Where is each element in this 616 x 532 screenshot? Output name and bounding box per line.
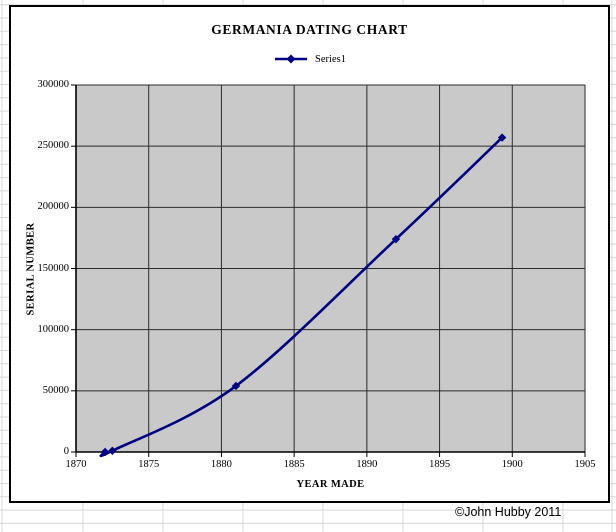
x-tick-label: 1870	[65, 459, 87, 470]
chart-object[interactable]: GERMANIA DATING CHART Series1 0 50000 1000…	[9, 5, 610, 503]
y-tick-label: 200000	[37, 201, 70, 213]
x-tick-label: 1905	[574, 459, 596, 470]
y-tick-label: 150000	[37, 262, 70, 274]
data-point-marker	[391, 234, 401, 244]
legend: Series1	[11, 53, 608, 65]
chart-title: GERMANIA DATING CHART	[211, 22, 408, 37]
x-tick-label: 1900	[501, 459, 523, 470]
legend-series-line-icon	[275, 54, 308, 64]
x-axis-title: YEAR MADE	[296, 479, 365, 490]
plot-area	[71, 84, 586, 458]
data-point-marker	[231, 381, 241, 391]
x-tick-label: 1885	[283, 459, 305, 470]
y-tick-label: 0	[63, 446, 69, 457]
y-tick-label: 250000	[37, 140, 70, 152]
data-point-marker	[108, 446, 117, 455]
y-axis-title: SERIAL NUMBER	[25, 221, 37, 316]
x-tick-label: 1890	[356, 459, 378, 470]
legend-label: Series1	[315, 53, 346, 65]
y-tick-label: 100000	[37, 323, 70, 335]
x-tick-label: 1895	[429, 459, 451, 470]
x-tick-label: 1880	[210, 459, 232, 470]
y-tick-label: 300000	[37, 79, 70, 90]
copyright-text: ©John Hubby 2011	[455, 505, 562, 519]
x-tick-label: 1875	[138, 459, 160, 470]
y-tick-label: 50000	[42, 384, 69, 396]
